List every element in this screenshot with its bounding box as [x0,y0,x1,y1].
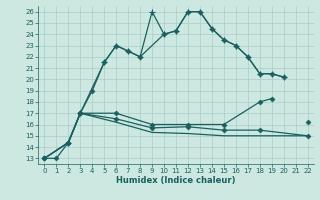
X-axis label: Humidex (Indice chaleur): Humidex (Indice chaleur) [116,176,236,185]
